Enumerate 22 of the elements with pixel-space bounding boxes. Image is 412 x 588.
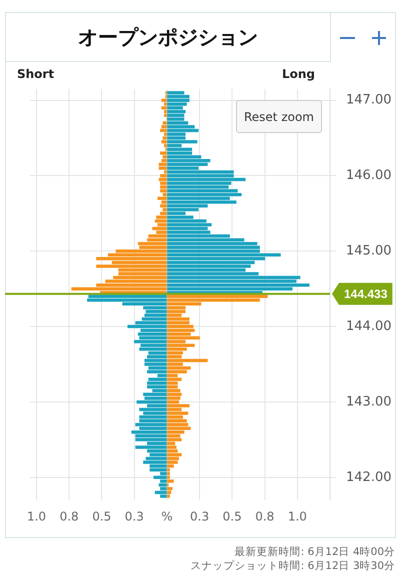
x-tick-label: 1.0: [288, 509, 307, 524]
x-tick-label: 0.8: [60, 509, 79, 524]
x-tick-label: 0.5: [92, 509, 112, 524]
text: Long: [282, 67, 315, 82]
x-tick-label: 0.5: [222, 509, 242, 524]
text: Short: [17, 67, 54, 82]
y-tick-label: 143.00: [346, 394, 392, 410]
y-tick-label: 142.00: [346, 470, 392, 485]
x-tick-label: 0.3: [190, 509, 210, 524]
y-tick-label: 144.00: [346, 318, 392, 334]
y-tick-label: 145.00: [346, 244, 392, 259]
text: スナップショット時間: 6月12日 3時30分: [190, 559, 395, 573]
x-tick-label: 0.3: [124, 509, 144, 524]
x-tick-label: 0.8: [255, 509, 274, 524]
y-tick-label: 147.00: [346, 92, 392, 108]
x-tick-label: %: [161, 509, 173, 524]
ref-line-label: 144.433: [344, 287, 388, 302]
x-tick-label: 1.0: [26, 509, 46, 524]
y-tick-label: 146.00: [346, 168, 392, 184]
text: 最新更新時間: 6月12日 4時00分: [234, 545, 395, 559]
chart-title: オープンポジション: [78, 24, 258, 50]
annotation: Reset zoom: [236, 100, 322, 133]
